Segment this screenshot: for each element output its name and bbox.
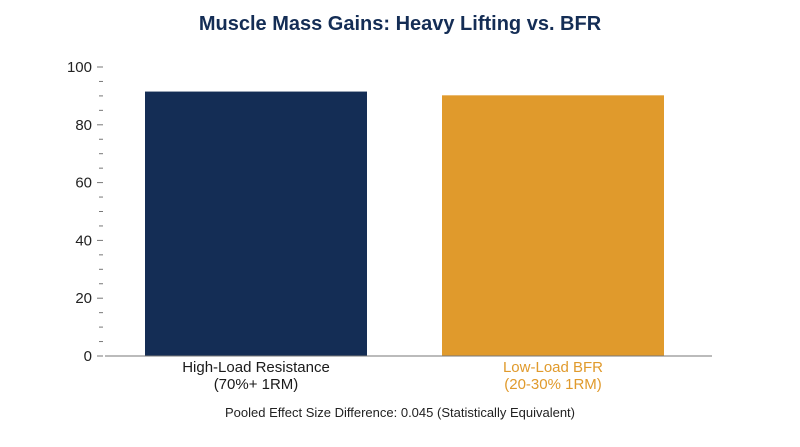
x-category-label: (20-30% 1RM) [504, 376, 602, 393]
x-axis-labels: High-Load Resistance(70%+ 1RM) Low-Load B… [182, 359, 603, 393]
bar [145, 91, 367, 356]
y-axis: 0 20 40 60 80 100 [67, 59, 103, 365]
chart-title: Muscle Mass Gains: Heavy Lifting vs. BFR [198, 13, 602, 35]
y-tick-label: 40 [75, 232, 92, 249]
y-tick-label: 60 [75, 175, 92, 192]
y-tick-label: 20 [75, 290, 92, 307]
x-category-label: High-Load Resistance [182, 359, 330, 376]
y-tick-label: 0 [84, 348, 92, 365]
x-category-label: (70%+ 1RM) [214, 376, 299, 393]
chart-caption: Pooled Effect Size Difference: 0.045 (St… [225, 405, 575, 420]
x-category-label: Low-Load BFR [503, 359, 603, 376]
bars-group [145, 91, 664, 357]
bar [442, 95, 664, 357]
y-tick-label: 100 [67, 59, 92, 76]
y-tick-label: 80 [75, 117, 92, 134]
